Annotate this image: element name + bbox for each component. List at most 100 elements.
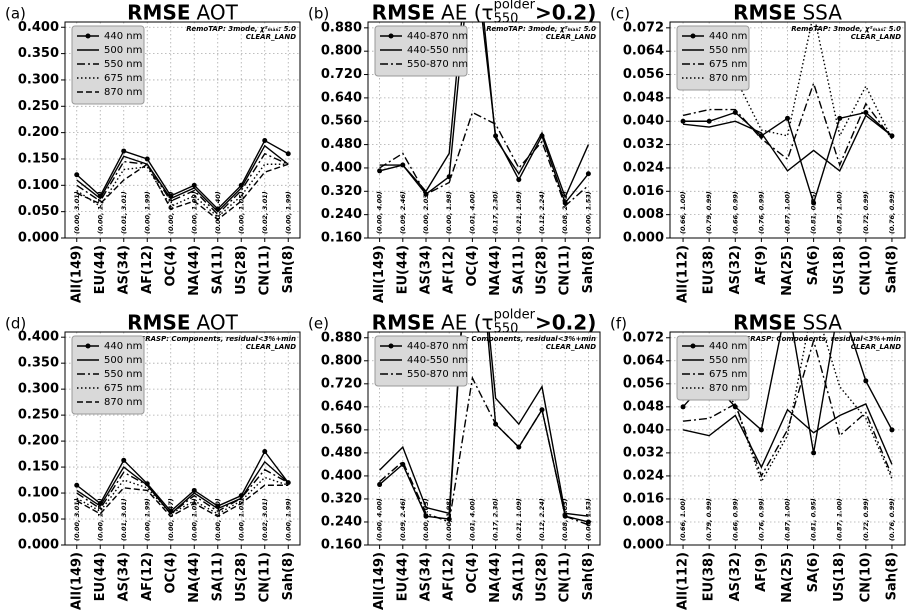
line: [682, 338, 893, 478]
x-tick-label: All(112): [676, 552, 691, 610]
axes-frame: [64, 331, 301, 546]
y-tick-label: 0.056: [623, 67, 664, 82]
x-tick-label: All(149): [69, 552, 84, 610]
annotation: CLEAR_LAND: [851, 343, 901, 351]
y-tick-label: 0.640: [321, 399, 362, 414]
annotation: CLEAR_LAND: [546, 343, 596, 351]
marker: [285, 151, 291, 157]
range-label: (0.00, 1.09): [190, 191, 198, 234]
chart-title: 550: [494, 322, 519, 337]
range-label: (0.17, 2.30): [492, 498, 500, 541]
range-label: (0.00, 1.53): [584, 191, 592, 234]
y-tick-label: 0.000: [18, 538, 59, 553]
range-label: (0.66, 0.99): [731, 498, 739, 541]
annotation: GRASP: Components, residual<3%+min: [439, 335, 596, 343]
y-tick-label: 0.720: [321, 376, 362, 391]
x-tick-label: Sah(8): [884, 552, 899, 600]
range-label: (0.00, 0.47): [167, 191, 175, 234]
x-tick-label: NA(44): [488, 245, 503, 296]
annotation: RemoTAP: 3mode, χ²ₘₐₓ: 5.0: [486, 25, 596, 33]
x-tick-label: US(28): [234, 245, 249, 295]
x-tick-label: CN(10): [858, 245, 873, 295]
legend-box: [71, 25, 145, 105]
y-tick-label: 0.880: [321, 20, 362, 35]
x-tick-label: All(112): [676, 245, 691, 303]
x-tick-label: AS(32): [728, 245, 743, 294]
y-tick-label: 0.400: [321, 160, 362, 175]
legend-label: 675 nm: [104, 383, 142, 394]
line: [76, 460, 289, 515]
x-tick-label: AF(12): [442, 245, 457, 294]
marker: [785, 115, 790, 121]
x-tick-label: AS(34): [419, 552, 434, 601]
annotation: CLEAR_LAND: [546, 33, 596, 41]
marker: [837, 298, 842, 303]
marker: [811, 450, 817, 456]
y-tick-label: 0.800: [321, 353, 362, 368]
x-tick-label: NA(25): [780, 245, 795, 296]
panel: 0.000 0.008 0.016 0.024 0.032 0.040 0.048 0.056…: [610, 298, 906, 610]
x-tick-label: CN(11): [558, 245, 573, 295]
line: [379, 375, 589, 526]
marker: [262, 138, 268, 144]
range-label: (0.01, 4.00): [468, 191, 476, 234]
range-label: (0.76, 0.99): [888, 498, 896, 541]
marker: [144, 156, 150, 162]
legend-marker: [690, 33, 696, 39]
y-tick-label: 0.016: [623, 491, 664, 506]
x-tick-label: EU(44): [395, 552, 410, 601]
x-tick-label: SA(11): [511, 552, 526, 601]
y-tick-label: 0.560: [321, 422, 362, 437]
y-tick-label: 0.016: [623, 184, 664, 199]
chart-title: SSA: [802, 311, 842, 335]
legend-label: 550-870 nm: [407, 369, 468, 380]
line: [76, 450, 289, 513]
x-tick-label: Sah(8): [884, 245, 899, 293]
legend-label: 870 nm: [709, 73, 747, 84]
legend-box: [71, 335, 145, 415]
range-label: (0.87, 1.00): [836, 498, 844, 541]
marker: [680, 404, 686, 410]
legend-label: 675 nm: [709, 369, 747, 380]
x-tick-label: US(28): [234, 552, 249, 602]
x-tick-label: US(18): [832, 552, 847, 602]
marker: [758, 427, 764, 433]
y-tick-label: 0.150: [18, 460, 59, 475]
range-label: (0.00, 3.01): [73, 498, 81, 541]
x-tick-label: Sah(8): [281, 245, 296, 293]
y-tick-label: 0.250: [18, 408, 59, 423]
marker: [191, 487, 197, 493]
y-tick-label: 0.072: [623, 20, 664, 35]
range-label: (0.08, 2.03): [561, 191, 569, 234]
x-tick-label: OC(4): [465, 552, 480, 594]
legend-marker: [388, 343, 394, 349]
x-tick-label: SA(6): [806, 245, 821, 285]
x-tick-label: OC(4): [163, 245, 178, 287]
x-tick-label: AF(9): [754, 245, 769, 285]
line: [379, 332, 589, 517]
panel-label: (c): [610, 5, 630, 23]
chart-title: RMSE: [733, 1, 796, 25]
range-label: (0.72, 0.99): [862, 191, 870, 234]
legend: 440 nm 550 nm 675 nm 870 nm: [676, 335, 750, 401]
chart-title: AE (τ: [441, 311, 494, 335]
x-tick-label: NA(44): [187, 552, 202, 603]
chart-title: RMSE: [127, 311, 190, 335]
x-tick-label: CN(11): [257, 245, 272, 295]
range-label: (0.87, 1.00): [836, 191, 844, 234]
legend-label: 550 nm: [104, 369, 142, 380]
annotation: GRASP: Components, residual<3%+min: [744, 335, 901, 343]
chart-title: polder: [494, 308, 536, 323]
marker: [889, 427, 895, 433]
y-tick-label: 0.024: [623, 468, 664, 483]
marker: [863, 378, 869, 384]
y-tick-label: 0.150: [18, 151, 59, 166]
panel: 0.160 0.240 0.320 0.400 0.480 0.560 0.640 0.720…: [308, 308, 601, 610]
chart-title: AOT: [197, 1, 239, 25]
y-tick-label: 0.400: [321, 468, 362, 483]
range-label: (0.00, 4.00): [376, 191, 384, 234]
legend-label: 440-870 nm: [407, 31, 468, 42]
y-tick-label: 0.250: [18, 99, 59, 114]
range-label: (0.66, 1.00): [679, 191, 687, 234]
